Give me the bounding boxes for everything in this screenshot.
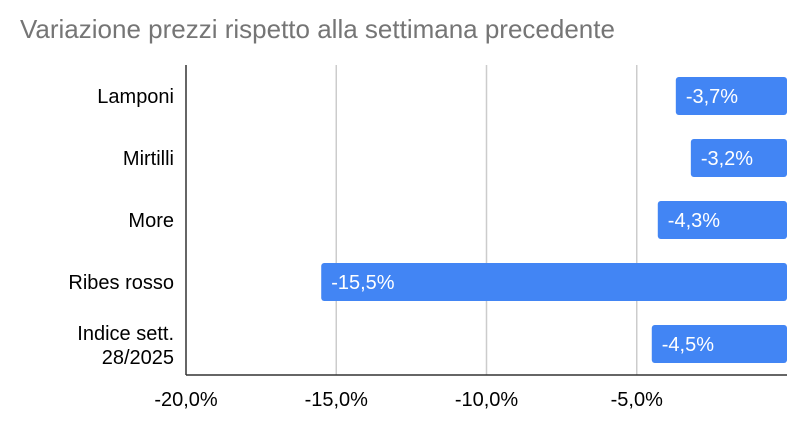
data-label: -4,5% [662,334,714,356]
data-label: -3,2% [701,148,753,170]
bar [675,77,787,115]
bar [321,263,787,301]
data-label: -4,3% [668,210,720,232]
chart-title: Variazione prezzi rispetto alla settiman… [20,14,615,44]
data-label: -3,7% [686,86,738,108]
category-label: More [128,210,174,232]
category-label: Ribes rosso [68,272,174,294]
x-tick-label: -15,0% [305,389,369,411]
bar [651,325,787,363]
bar [690,139,787,177]
tick-labels: -20,0% -15,0% -10,0% -5,0% [154,389,663,411]
x-tick-label: -5,0% [611,389,663,411]
x-tick-label: -10,0% [455,389,519,411]
gridlines [335,65,638,375]
category-label: Mirtilli [123,148,174,170]
bars: -3,7% -3,2% -4,3% -15,5% -4,5% [321,77,787,363]
bar [657,201,787,239]
data-label: -15,5% [331,272,395,294]
x-tick-label: -20,0% [154,389,218,411]
category-labels: Lamponi Mirtilli More Ribes rosso Indice set… [68,86,174,369]
category-label: Indice sett. 28/2025 [77,323,174,369]
axes [185,65,787,376]
category-label: Lamponi [97,86,174,108]
